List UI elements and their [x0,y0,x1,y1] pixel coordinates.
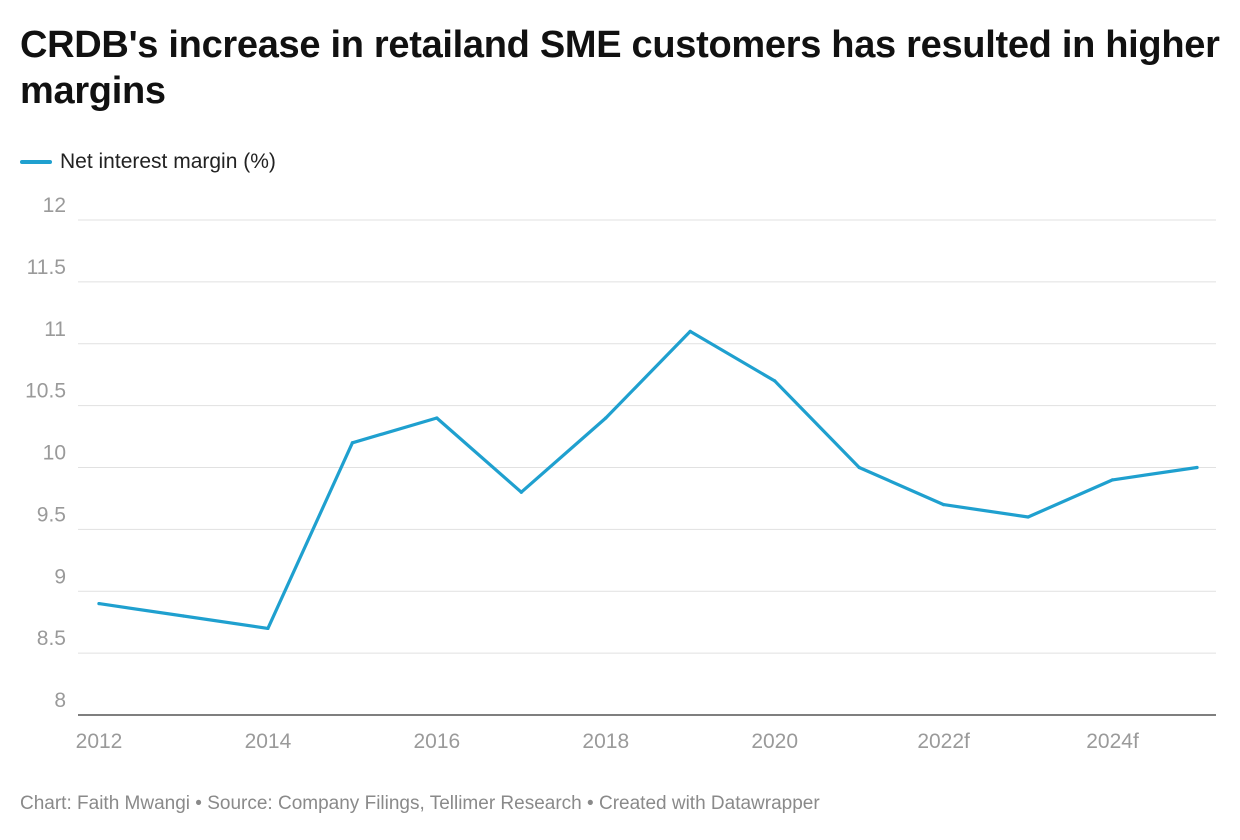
footer-source: Source: Company Filings, Tellimer Resear… [207,793,582,814]
y-tick-label: 11 [44,318,66,341]
y-tick-label: 11.5 [27,256,66,279]
data-point [266,626,270,630]
data-point [519,490,523,494]
series-line [97,329,1199,630]
x-tick-label: 2020 [751,730,798,753]
y-tick-label: 12 [43,194,66,217]
data-point [181,614,186,618]
footer-created-with: Created with Datawrapper [598,793,820,814]
y-axis-tick-labels: 8 8.5 9 9.5 10 10.5 11 11.5 12 [25,194,66,712]
y-tick-label: 10.5 [25,380,66,403]
x-tick-label: 2018 [582,730,629,753]
data-point [688,329,692,333]
footer-separator: • [190,793,208,814]
data-point [97,602,101,606]
chart-title: CRDB's increase in retailand SME custome… [20,24,1220,112]
y-tick-label: 9.5 [37,503,66,526]
data-point [435,416,439,420]
legend-label: Net interest margin (%) [60,150,276,173]
chart-footer: Chart: Faith Mwangi • Source: Company Fi… [20,793,820,815]
legend-swatch [20,160,52,164]
data-point [1195,465,1199,470]
x-tick-label: 2024f [1086,730,1139,753]
chart-legend: Net interest margin (%) [20,148,276,176]
y-tick-label: 8.5 [37,627,66,650]
x-tick-label: 2012 [76,730,123,753]
data-point [1026,515,1030,519]
data-point [942,503,946,507]
gridlines [78,219,1216,716]
data-point [1110,478,1115,482]
series-layer [97,329,1199,630]
data-point [773,379,777,383]
x-tick-label: 2022f [917,730,970,753]
footer-separator: • [581,793,599,814]
y-tick-label: 8 [54,689,66,712]
footer-chart-credit: Chart: Faith Mwangi [20,793,191,814]
data-point [350,441,354,445]
y-tick-label: 9 [54,565,66,588]
x-tick-label: 2016 [413,730,460,753]
y-tick-label: 10 [43,442,66,465]
x-axis-tick-labels: 2012 2014 2016 2018 2020 2022f 2024f [76,730,1139,753]
data-point [857,465,861,470]
x-tick-label: 2014 [245,730,292,753]
data-point [604,416,608,420]
